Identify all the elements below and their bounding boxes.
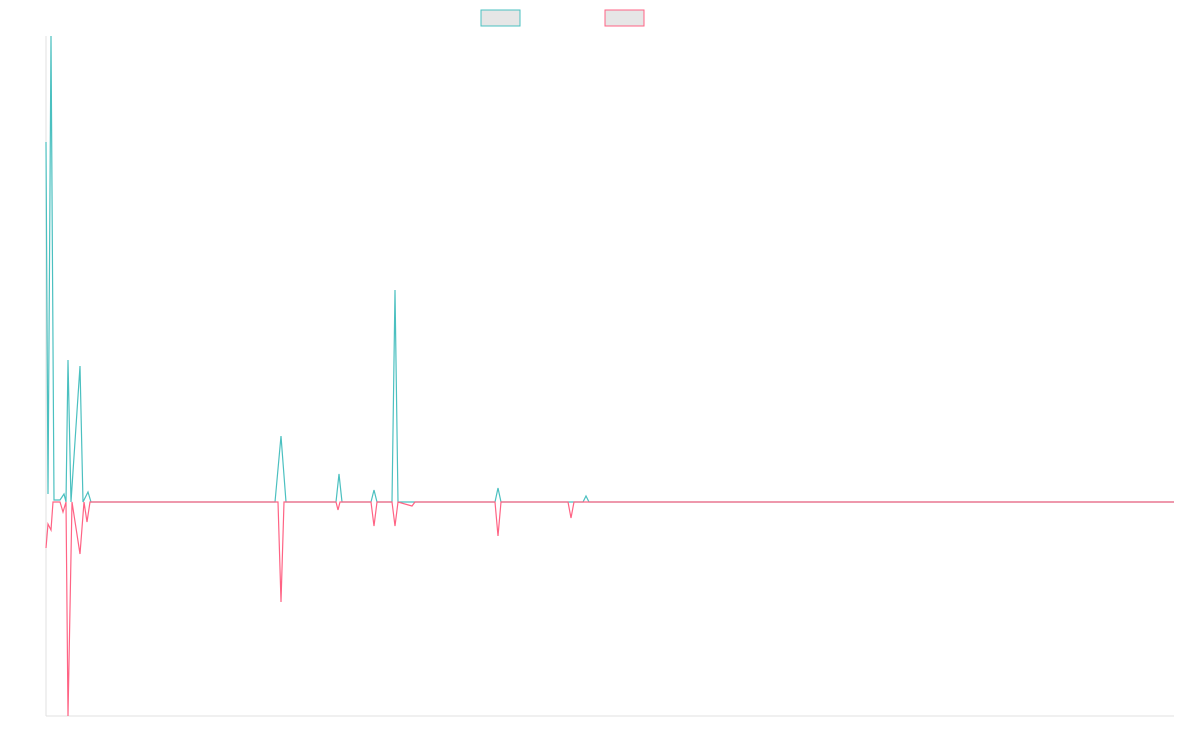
legend-box[interactable] [480, 9, 521, 27]
legend-box[interactable] [604, 9, 645, 27]
line-series [45, 501, 1174, 717]
line-series [45, 35, 1174, 503]
